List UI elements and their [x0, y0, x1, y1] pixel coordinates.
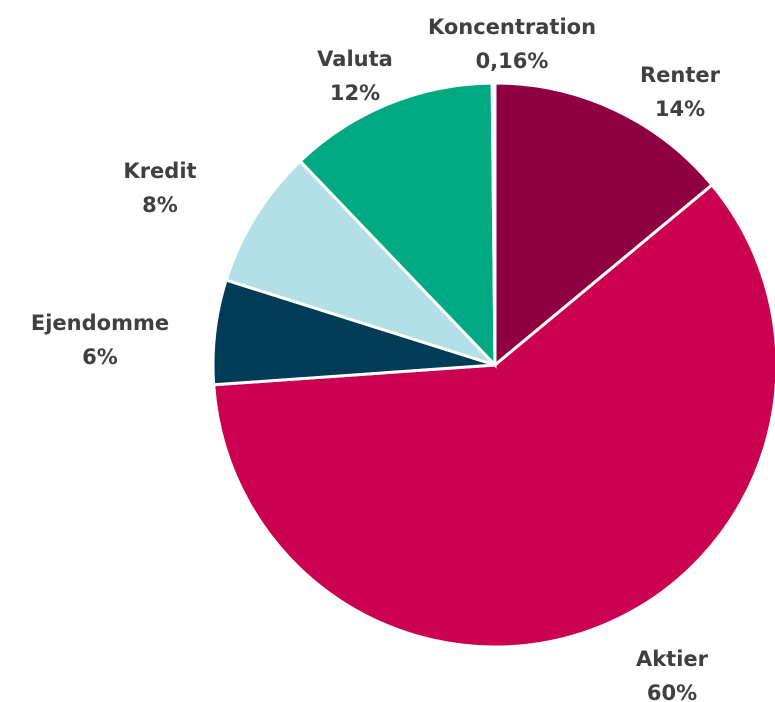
slice-value-label: 6%: [82, 345, 118, 369]
slice-value-label: 12%: [330, 81, 380, 105]
slice-value-label: 0,16%: [476, 49, 549, 73]
pie-slice: [493, 81, 715, 369]
slice-label: Koncentration: [428, 15, 596, 39]
slice-label: Valuta: [317, 47, 393, 71]
pie-slice: [224, 159, 497, 367]
slice-label: Ejendomme: [31, 311, 169, 335]
pie-slice: [298, 81, 497, 369]
slice-value-label: 8%: [142, 193, 178, 217]
slice-label: Aktier: [636, 647, 709, 671]
pie-slice: [212, 182, 775, 649]
slice-value-label: 14%: [655, 97, 705, 121]
slice-label: Kredit: [123, 159, 196, 183]
slice-label: Renter: [640, 63, 721, 87]
slice-value-label: 60%: [647, 681, 697, 702]
pie-slice: [490, 81, 497, 366]
